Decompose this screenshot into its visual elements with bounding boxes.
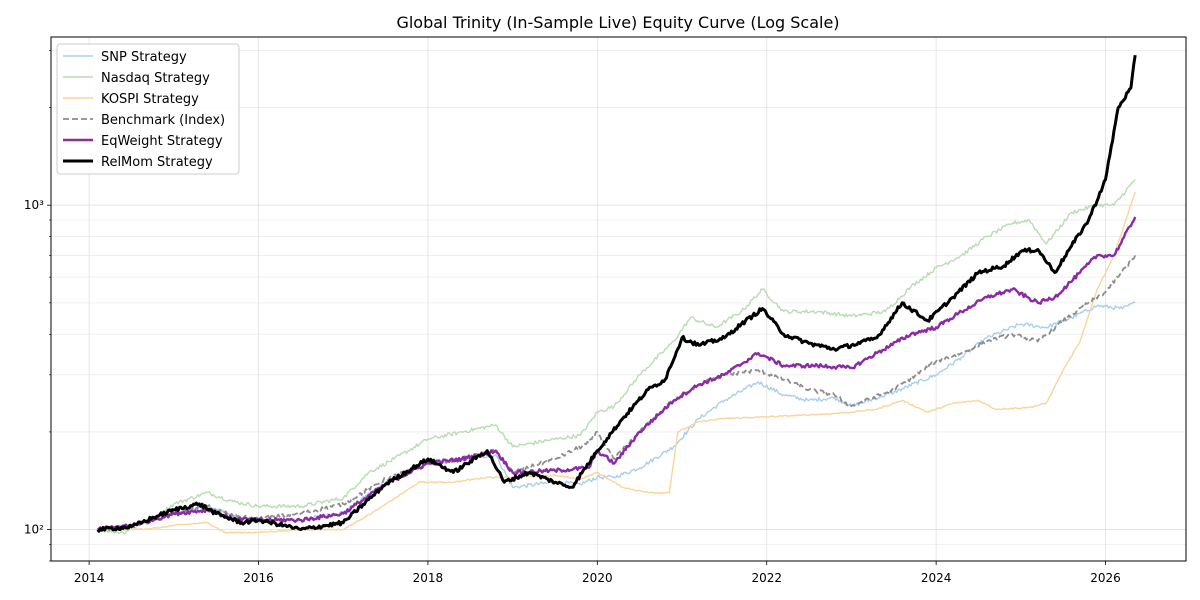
y-axis: 10² 10³ (24, 50, 51, 562)
series-line-nasdaq-strategy (97, 179, 1136, 535)
series-line-eqweight-strategy (96, 216, 1137, 531)
legend-label: Benchmark (Index) (101, 113, 225, 128)
legend-label: KOSPI Strategy (101, 92, 199, 107)
series-line-relmom-strategy (96, 54, 1137, 533)
series-line-kospi-strategy (97, 191, 1136, 534)
chart-title: Global Trinity (In-Sample Live) Equity C… (396, 13, 839, 32)
x-axis: 2014 2016 2018 2020 2022 2024 2026 (74, 561, 1121, 585)
plot-frame (50, 36, 1187, 562)
series-line-benchmark-index (97, 255, 1137, 532)
x-tick-label: 2018 (413, 571, 444, 585)
legend-label: EqWeight Strategy (101, 134, 223, 149)
legend-box (56, 43, 240, 175)
x-tick-label: 2016 (243, 571, 274, 585)
x-tick-label: 2024 (921, 571, 952, 585)
legend: SNP Strategy Nasdaq Strategy KOSPI Strateg… (56, 43, 240, 175)
x-tick-label: 2020 (582, 571, 613, 585)
grid-lines (51, 37, 1186, 562)
x-tick-label: 2026 (1090, 571, 1121, 585)
series-layer (96, 54, 1137, 535)
legend-label: Nasdaq Strategy (101, 71, 210, 86)
x-tick-label: 2014 (74, 571, 105, 585)
legend-label: RelMom Strategy (101, 155, 213, 170)
x-tick-label: 2022 (751, 571, 782, 585)
y-tick-label: 10² (24, 523, 44, 537)
y-tick-label: 10³ (24, 198, 44, 212)
legend-label: SNP Strategy (101, 50, 187, 65)
